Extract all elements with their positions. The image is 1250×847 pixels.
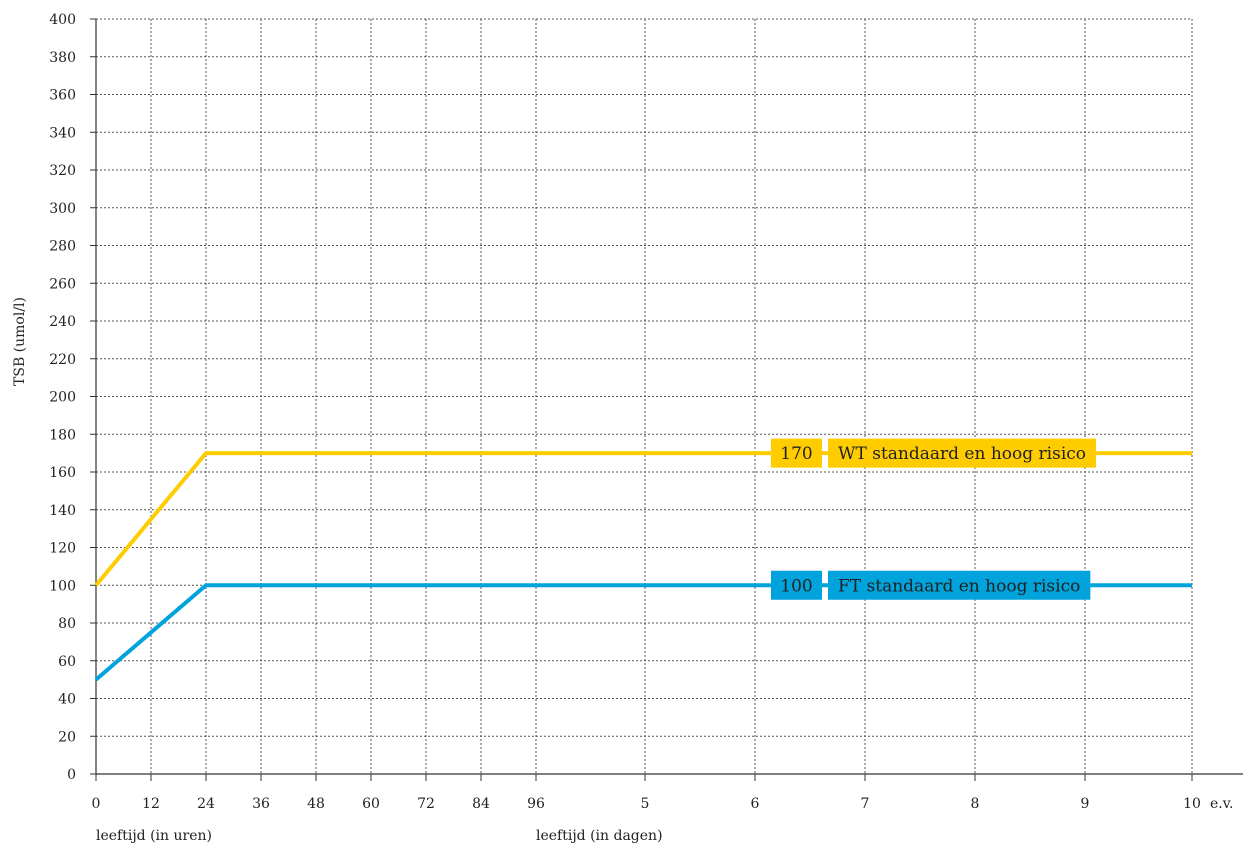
tick-labels: 0204060801001201401601802002202402602803… — [12, 12, 1233, 844]
y-tick-label: 300 — [49, 201, 76, 217]
series-labels: 170 WT standaard en hoog risico 100 FT stan… — [771, 438, 1097, 600]
x-tick-label: 24 — [197, 796, 215, 812]
series-line — [94, 451, 1192, 587]
y-tick-label: 200 — [49, 390, 76, 406]
series-value-box — [771, 438, 822, 468]
x-tick-label: 84 — [472, 796, 490, 812]
x-tick-label: 36 — [252, 796, 270, 812]
y-tick-label: 240 — [49, 314, 76, 330]
x-axis-label: leeftijd (in uren) — [96, 828, 212, 844]
x-tick-label: 9 — [1081, 796, 1090, 812]
series-value-label: 100 — [780, 576, 812, 596]
y-tick-label: 280 — [49, 239, 76, 255]
x-tick-label: 5 — [641, 796, 650, 812]
series-name-box — [828, 570, 1091, 600]
x-tick-label: 60 — [362, 796, 380, 812]
y-tick-label: 120 — [49, 541, 76, 557]
series-name-label: WT standaard en hoog risico — [838, 444, 1086, 464]
x-tick-label: 7 — [861, 796, 870, 812]
y-tick-label: 160 — [49, 465, 76, 481]
x-tick-label: 6 — [751, 796, 760, 812]
x-axis-label: leeftijd (in dagen) — [536, 828, 663, 844]
y-tick-label: 360 — [49, 88, 76, 104]
y-tick-label: 140 — [49, 503, 76, 519]
series-name-box — [828, 438, 1097, 468]
x-tick-label: 10 — [1183, 796, 1201, 812]
y-tick-label: 80 — [58, 616, 76, 632]
x-tick-label: 48 — [307, 796, 325, 812]
series-value-box — [771, 570, 822, 600]
x-tick-label: 0 — [92, 796, 101, 812]
series-name-label: FT standaard en hoog risico — [838, 576, 1080, 596]
y-axis-label: TSB (umol/l) — [12, 297, 28, 386]
grid-lines — [96, 18, 1193, 774]
y-tick-label: 0 — [67, 767, 76, 783]
x-tick-suffix: e.v. — [1210, 796, 1233, 812]
y-tick-label: 40 — [58, 692, 76, 708]
y-tick-label: 20 — [58, 729, 76, 745]
x-tick-label: 12 — [142, 796, 160, 812]
x-tick-label: 96 — [527, 796, 545, 812]
y-tick-label: 100 — [49, 578, 76, 594]
series-value-label: 170 — [780, 444, 812, 464]
y-tick-label: 180 — [49, 427, 76, 443]
y-tick-label: 260 — [49, 276, 76, 292]
series-lines — [94, 451, 1192, 682]
y-tick-label: 220 — [49, 352, 76, 368]
axes — [90, 18, 1243, 781]
x-tick-label: 72 — [417, 796, 435, 812]
y-tick-label: 380 — [49, 50, 76, 66]
y-tick-label: 320 — [49, 163, 76, 179]
y-tick-label: 400 — [49, 12, 76, 28]
y-tick-label: 340 — [49, 125, 76, 141]
y-tick-label: 60 — [58, 654, 76, 670]
x-tick-label: 8 — [971, 796, 980, 812]
